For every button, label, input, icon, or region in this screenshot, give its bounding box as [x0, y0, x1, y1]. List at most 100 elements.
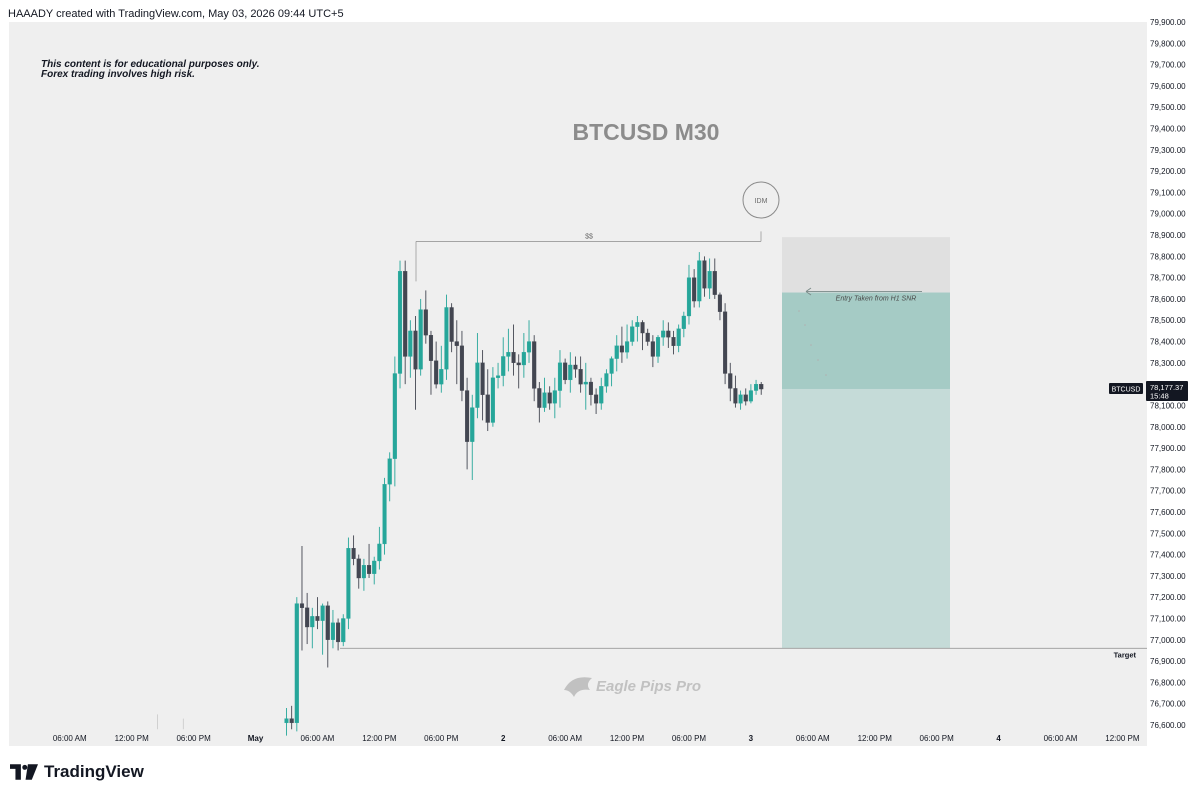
candle-83 — [712, 258, 717, 299]
candle-58 — [583, 362, 588, 410]
price-tick-6: 77,200.00 — [1150, 593, 1186, 602]
candle-73 — [661, 320, 666, 346]
candle-44 — [511, 324, 516, 376]
candle-body-18 — [377, 543, 382, 562]
chart-title: BTCUSD M30 — [573, 119, 720, 145]
candle-71 — [650, 335, 655, 368]
candle-body-41 — [496, 375, 501, 378]
candle-body-70 — [645, 332, 650, 342]
candle-75 — [671, 330, 676, 355]
candle-55 — [568, 352, 573, 393]
candle-body-72 — [655, 337, 661, 357]
candle-body-66 — [625, 341, 630, 353]
candle-32 — [449, 303, 454, 353]
time-tick-1: 12:00 PM — [115, 734, 150, 743]
target-label: Target — [1114, 650, 1137, 659]
candle-body-83 — [712, 271, 717, 295]
candle-body-38 — [480, 362, 485, 395]
price-tick-28: 79,400.00 — [1150, 125, 1186, 134]
time-tick-3: May — [248, 734, 264, 743]
candle-body-64 — [614, 345, 619, 359]
candle-body-58 — [583, 381, 588, 385]
candle-body-35 — [465, 390, 470, 442]
price-tick-15: 78,100.00 — [1150, 401, 1186, 410]
candle-body-82 — [707, 271, 712, 289]
candle-13 — [351, 535, 356, 566]
candle-56 — [573, 356, 578, 378]
candle-57 — [578, 356, 583, 393]
candle-body-42 — [501, 356, 506, 376]
candle-body-92 — [759, 384, 764, 390]
candle-body-78 — [686, 277, 692, 317]
candle-0 — [284, 707, 289, 736]
price-tick-23: 78,900.00 — [1150, 231, 1186, 240]
candle-7 — [320, 603, 325, 655]
candle-body-29 — [434, 360, 439, 385]
candle-body-3 — [299, 603, 305, 608]
candle-77 — [681, 311, 686, 338]
candle-6 — [315, 597, 320, 630]
candle-66 — [625, 324, 630, 359]
price-tick-20: 78,600.00 — [1150, 295, 1186, 304]
candle-body-71 — [650, 341, 655, 357]
candle-body-22 — [397, 271, 403, 374]
time-tick-0: 06:00 AM — [53, 734, 87, 743]
candle-body-2 — [294, 603, 299, 724]
symbol-tag-bg — [1109, 382, 1143, 394]
candle-body-55 — [568, 364, 573, 381]
candle-62 — [604, 369, 609, 393]
price-tick-11: 77,700.00 — [1150, 487, 1186, 496]
candle-17 — [372, 556, 377, 585]
candle-76 — [676, 324, 681, 353]
price-tick-0: 76,600.00 — [1150, 721, 1186, 730]
candle-body-1 — [289, 718, 294, 724]
candle-21 — [392, 356, 397, 487]
candle-body-73 — [661, 330, 666, 338]
tradingview-logo[interactable]: TradingView — [10, 762, 144, 782]
candle-body-77 — [681, 315, 686, 329]
profit-progress-zone — [782, 292, 950, 389]
entry-arrow-head — [805, 287, 812, 296]
candle-61 — [599, 377, 604, 410]
candle-68 — [635, 315, 640, 342]
time-axis[interactable]: 06:00 AM 12:00 PM 06:00 PM May 06:00 AM 12:00… — [53, 734, 1140, 743]
watermark-text: Eagle Pips Pro — [596, 678, 701, 695]
candle-90 — [748, 384, 753, 404]
candle-81 — [702, 256, 707, 297]
candle-body-57 — [578, 369, 583, 385]
candle-body-34 — [459, 345, 464, 391]
price-tick-1: 76,700.00 — [1150, 700, 1186, 709]
candle-86 — [728, 362, 733, 402]
candle-body-27 — [423, 309, 428, 336]
candle-53 — [557, 350, 563, 408]
price-tick-31: 79,700.00 — [1150, 61, 1186, 70]
candle-body-69 — [640, 322, 645, 334]
last-price-text: 78,177.37 — [1150, 383, 1183, 392]
candle-19 — [382, 477, 387, 555]
candle-15 — [361, 558, 366, 591]
candle-12 — [346, 537, 351, 630]
candle-body-90 — [748, 390, 753, 402]
candle-63 — [609, 356, 614, 387]
projection-dot-2 — [810, 344, 812, 346]
time-tick-4: 06:00 AM — [301, 734, 335, 743]
candle-body-91 — [754, 384, 759, 391]
candle-28 — [428, 330, 434, 395]
candle-body-23 — [403, 271, 408, 357]
candle-body-63 — [609, 358, 614, 374]
candle-67 — [630, 320, 635, 346]
candle-body-79 — [692, 277, 697, 302]
time-tick-17: 12:00 PM — [1105, 734, 1140, 743]
candle-body-8 — [325, 605, 330, 640]
time-tick-15: 4 — [996, 734, 1001, 743]
candle-body-12 — [346, 548, 351, 619]
candle-body-50 — [542, 392, 547, 408]
candle-body-25 — [413, 330, 418, 370]
price-axis[interactable]: 76,600.00 76,700.00 76,800.00 76,900.00 77,0… — [1109, 18, 1188, 730]
candle-82 — [707, 258, 712, 299]
candle-14 — [356, 554, 361, 589]
candle-body-15 — [361, 565, 366, 579]
candle-body-36 — [470, 407, 475, 442]
tradingview-logo-icon — [10, 764, 38, 780]
